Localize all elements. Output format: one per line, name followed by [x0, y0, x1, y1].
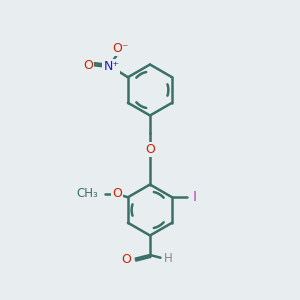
Text: H: H [164, 252, 172, 265]
Text: I: I [193, 190, 196, 204]
Text: O: O [83, 59, 93, 72]
Text: N⁺: N⁺ [103, 60, 119, 73]
Text: O: O [145, 142, 155, 156]
Text: O: O [121, 253, 131, 266]
Text: O⁻: O⁻ [112, 42, 129, 55]
Text: CH₃: CH₃ [76, 187, 98, 200]
Text: O: O [112, 187, 122, 200]
